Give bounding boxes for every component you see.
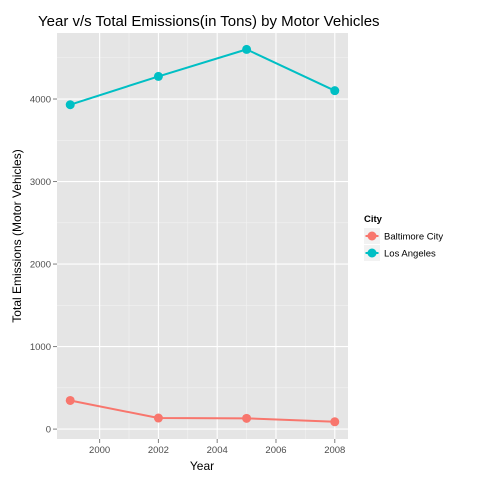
plot-panel	[57, 33, 348, 439]
major-gridlines	[57, 33, 348, 439]
data-point	[153, 413, 163, 423]
series-line-0	[70, 399, 335, 423]
y-axis-ticks: 0 1000 2000 3000 4000	[30, 95, 57, 436]
y-tick-label: 0	[46, 425, 51, 436]
x-tick-label: 2002	[148, 445, 169, 456]
data-point	[330, 417, 340, 427]
y-tick-label: 4000	[30, 95, 51, 106]
data-point	[153, 71, 163, 81]
x-axis-title: Year	[190, 459, 214, 473]
chart-title: Year v/s Total Emissions(in Tons) by Mot…	[38, 13, 380, 30]
data-point	[65, 395, 75, 405]
y-tick-label: 1000	[30, 342, 51, 353]
legend-title: City	[364, 214, 383, 225]
x-axis-ticks: 2000 2002 2004 2006 2008	[89, 439, 345, 456]
y-tick-label: 3000	[30, 177, 51, 188]
y-axis-title: Total Emissions (Motor Vehicles)	[10, 149, 24, 322]
data-point	[330, 86, 340, 96]
x-tick-label: 2004	[207, 445, 228, 456]
legend-key-point	[367, 248, 377, 258]
legend-label: Baltimore City	[384, 232, 443, 243]
legend-label: Los Angeles	[384, 249, 436, 260]
x-tick-label: 2000	[89, 445, 110, 456]
legend-key-point	[367, 231, 377, 241]
series-line-1	[69, 48, 336, 106]
legend: City Baltimore City Los Angeles	[364, 214, 443, 261]
x-tick-label: 2006	[265, 445, 286, 456]
data-point	[65, 100, 75, 110]
y-tick-label: 2000	[30, 260, 51, 271]
data-point	[242, 44, 252, 54]
x-tick-label: 2008	[324, 445, 345, 456]
series-layer	[65, 44, 340, 427]
data-point	[242, 413, 252, 423]
minor-gridlines	[57, 33, 348, 439]
